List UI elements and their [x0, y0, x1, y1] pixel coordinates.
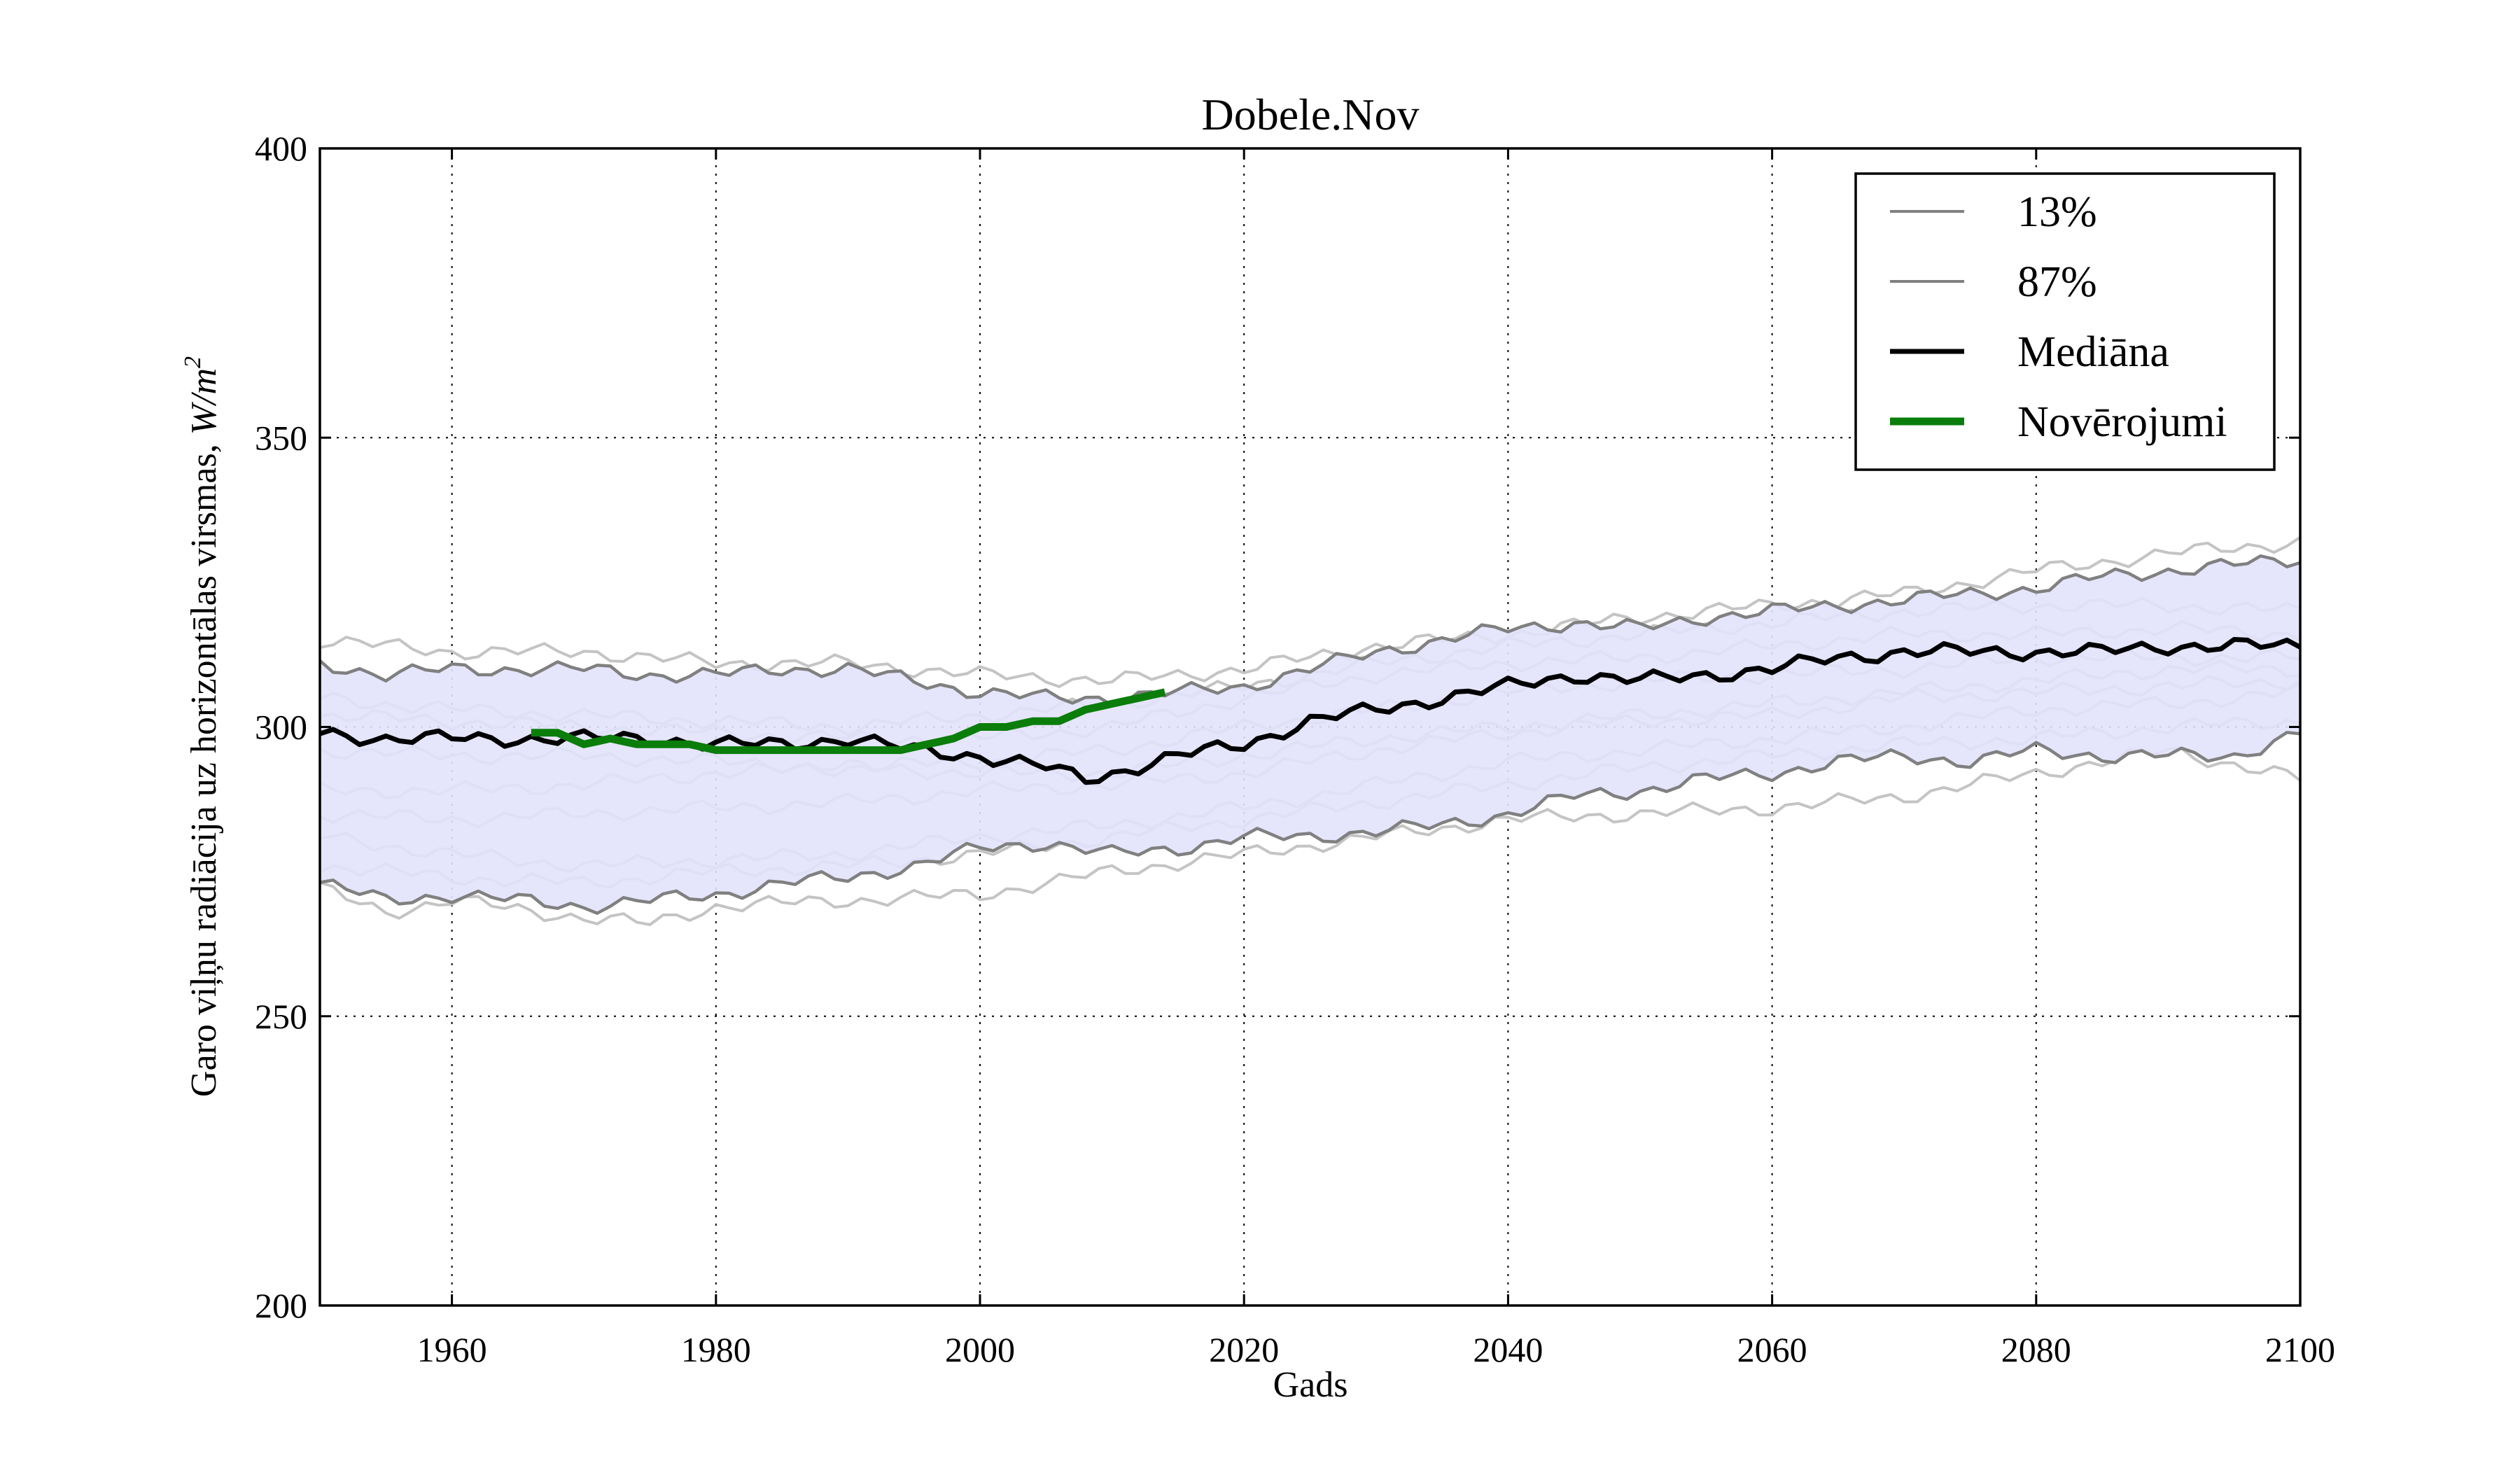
legend-label: Mediāna	[2017, 328, 2169, 376]
x-tick-label: 1980	[681, 1330, 751, 1369]
legend-label: 13%	[2017, 188, 2097, 236]
series-lines	[318, 554, 2302, 915]
x-tick-label: 2020	[1209, 1330, 1279, 1369]
y-axis-label-unit: W/m	[184, 368, 224, 435]
y-axis-label: Garo viļņu radiācija uz horizontālas vir…	[180, 356, 224, 1097]
axis-ticks: 1960 1980 2000 2020 2040 2060 2080 2100 200 250 30…	[255, 129, 2335, 1369]
percentile-band-fill	[320, 556, 2300, 913]
x-tick-label: 1960	[417, 1330, 487, 1369]
y-axis-label-unit-exponent: 2	[180, 356, 206, 368]
legend-items: 13% 87% Mediāna Novērojumi	[1890, 188, 2227, 446]
y-tick-label: 200	[255, 1286, 307, 1325]
x-tick-label: 2100	[2265, 1330, 2335, 1369]
y-tick-label: 300	[255, 708, 307, 747]
percentile-87-line	[318, 554, 2301, 707]
y-tick-label: 400	[255, 129, 307, 168]
percentile-band	[320, 556, 2300, 913]
x-tick-label: 2060	[1737, 1330, 1807, 1369]
observations-line	[531, 688, 1166, 755]
y-axis-label-text: Garo viļņu radiācija uz horizontālas vir…	[184, 435, 224, 1097]
chart-title: Dobele.Nov	[1201, 90, 1419, 139]
legend-label: 87%	[2017, 258, 2097, 306]
y-tick-label: 250	[255, 997, 307, 1036]
legend: 13% 87% Mediāna Novērojumi	[1854, 172, 2276, 471]
y-tick-label: 350	[255, 418, 307, 457]
ensemble-line	[319, 536, 2302, 689]
x-axis-label: Gads	[1273, 1365, 1348, 1405]
legend-label: Novērojumi	[2017, 398, 2227, 446]
percentile-13-line	[319, 731, 2301, 915]
x-tick-label: 2000	[945, 1330, 1015, 1369]
x-tick-label: 2080	[2001, 1330, 2071, 1369]
x-tick-label: 2040	[1473, 1330, 1543, 1369]
ensemble-line	[319, 746, 2302, 927]
